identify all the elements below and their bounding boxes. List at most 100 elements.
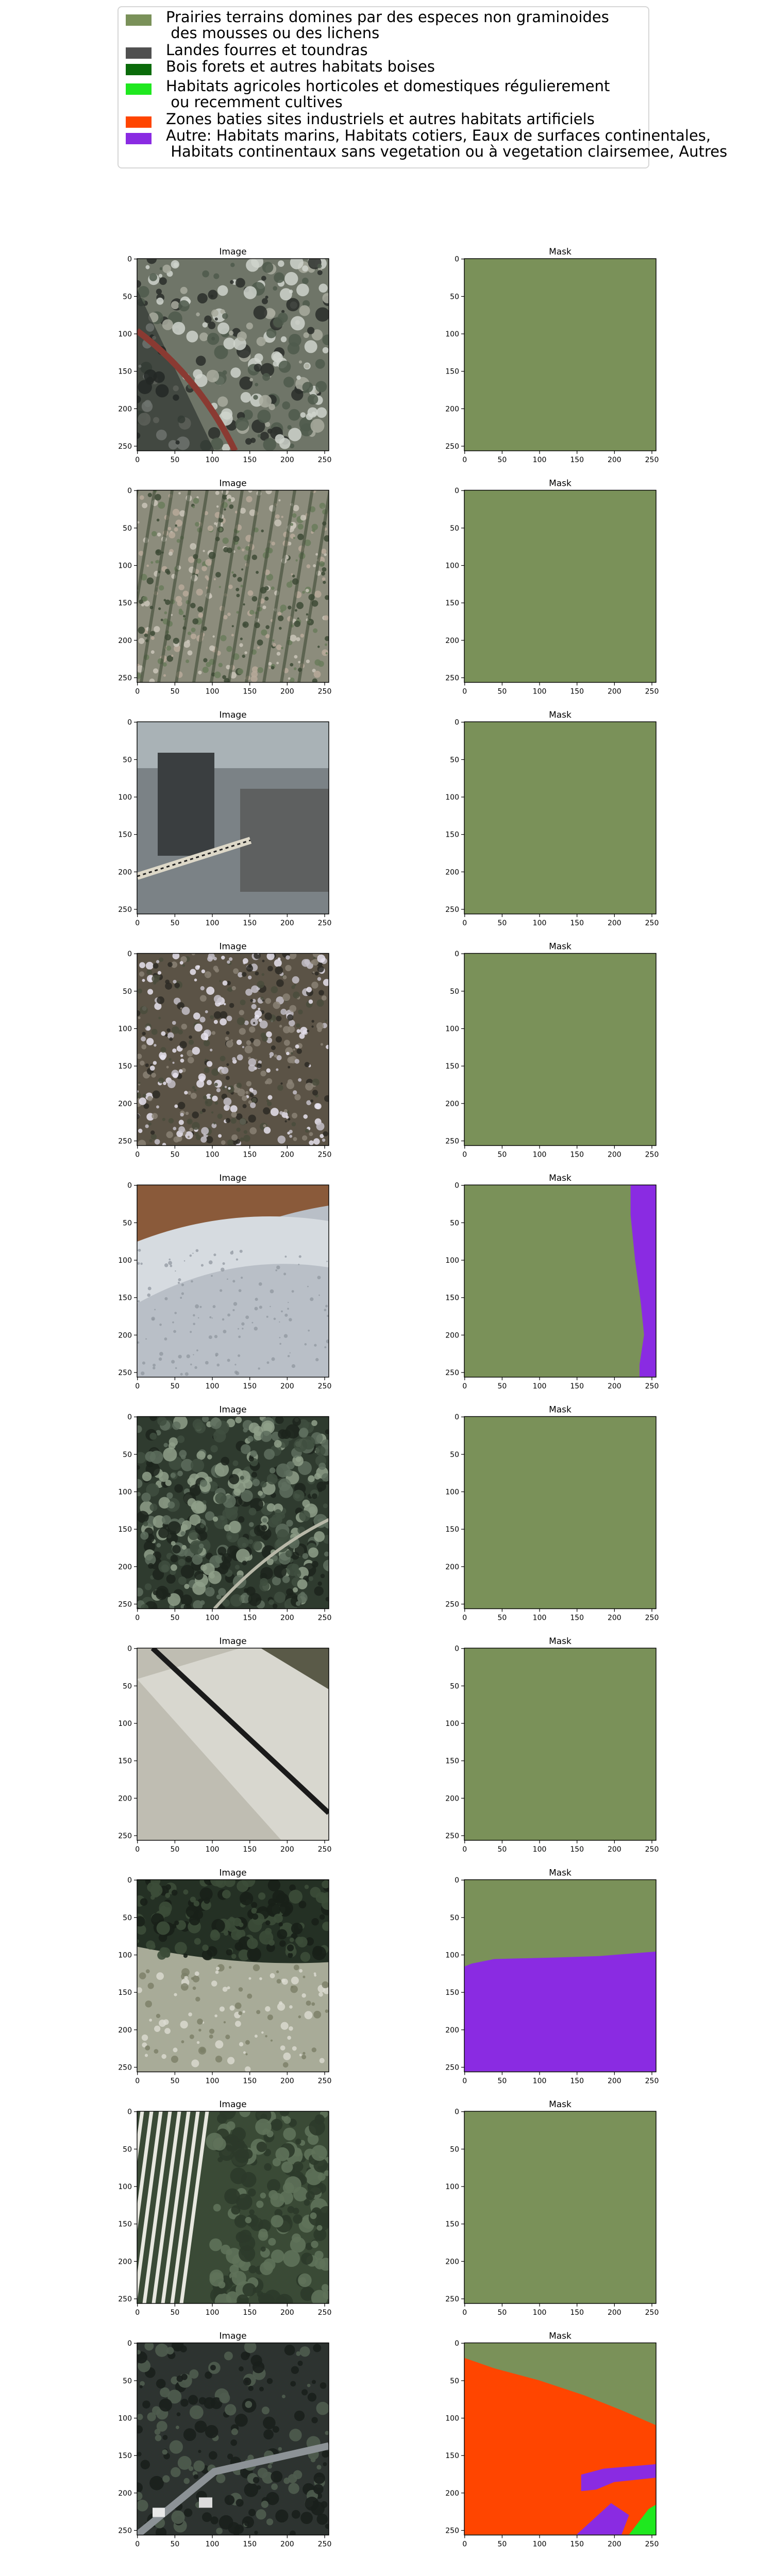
image-panel: Image 0 0 50 50 100 100 150 150 200 200 250 250: [118, 1868, 331, 2086]
x-tick-label: 150: [243, 919, 257, 927]
image-panel: Image 0 0 50 50 100 100 150 150 200 200 250 250: [118, 247, 332, 464]
y-tick-label: 50: [450, 293, 459, 301]
y-tick-label: 200: [118, 1331, 132, 1340]
mask-title: Mask: [549, 942, 572, 952]
x-tick-label: 100: [206, 1151, 220, 1159]
mask-region-prairies: [464, 722, 656, 914]
y-tick-label: 100: [118, 1488, 132, 1497]
mask-title: Mask: [549, 710, 572, 720]
y-tick-label: 100: [445, 562, 459, 570]
x-tick-label: 200: [608, 2077, 621, 2086]
y-tick-label: 200: [445, 1100, 459, 1108]
x-tick-label: 200: [280, 1382, 294, 1391]
x-tick-label: 250: [318, 1382, 332, 1391]
x-tick-label: 100: [206, 2309, 220, 2317]
image-panel: Image 0 0 50 50 100 100 150 150 200 200 250 250: [118, 1173, 331, 1391]
x-tick-label: 150: [243, 1382, 257, 1391]
x-tick-label: 0: [135, 1382, 140, 1391]
y-tick-label: 150: [445, 1989, 459, 1997]
x-tick-label: 100: [206, 456, 220, 464]
x-tick-label: 150: [570, 2077, 584, 2086]
legend-swatch: [126, 47, 152, 59]
x-tick-label: 150: [243, 1614, 257, 1622]
satellite-image: [137, 1416, 329, 1609]
mask-image: [464, 259, 656, 451]
x-tick-label: 200: [280, 2540, 294, 2549]
mask-title: Mask: [549, 2099, 572, 2110]
x-tick-label: 100: [206, 2540, 220, 2549]
x-tick-label: 200: [608, 1845, 621, 1854]
mask-panel: Mask 0 0 50 50 100 100 150 150 200 200 250 250: [445, 1636, 659, 1854]
mask-image: [464, 1879, 656, 2072]
mask-panel: Mask 0 0 50 50 100 100 150 150 200 200 250 250: [445, 479, 659, 696]
image-frame: [137, 489, 329, 683]
y-tick-label: 200: [118, 1100, 132, 1108]
x-tick-label: 100: [206, 688, 220, 696]
x-tick-label: 150: [570, 919, 584, 927]
image-panel: Image 0 0 50 50 100 100 150 150 200 200 250 250: [118, 479, 331, 696]
mask-region-prairies: [464, 259, 656, 451]
satellite-image: [137, 2343, 329, 2535]
x-tick-label: 200: [280, 456, 294, 464]
y-tick-label: 200: [445, 405, 459, 413]
y-tick-label: 250: [118, 1601, 132, 1609]
mask-region-prairies: [464, 1185, 656, 1377]
x-tick-label: 0: [135, 1151, 140, 1159]
x-tick-label: 250: [318, 2540, 332, 2549]
x-tick-label: 100: [533, 2077, 547, 2086]
legend-swatch: [126, 14, 152, 26]
y-tick-label: 50: [123, 988, 132, 996]
mask-image: [464, 490, 656, 683]
y-tick-label: 150: [445, 831, 459, 839]
y-tick-label: 0: [127, 950, 132, 958]
y-tick-label: 200: [445, 2258, 459, 2266]
y-tick-label: 100: [118, 562, 132, 570]
y-tick-label: 100: [118, 330, 132, 338]
image-frame: [137, 2111, 329, 2304]
mask-panel: Mask 0 0 50 50 100 100 150 150 200 200 250 250: [445, 2331, 659, 2549]
x-tick-label: 100: [206, 2077, 220, 2086]
y-tick-label: 0: [455, 2108, 459, 2116]
y-tick-label: 200: [445, 637, 459, 645]
x-tick-label: 100: [533, 1382, 547, 1391]
mask-frame: [464, 721, 657, 914]
x-tick-label: 50: [497, 1614, 507, 1622]
y-tick-label: 250: [445, 906, 459, 914]
x-tick-label: 0: [135, 2077, 140, 2086]
mask-image: [464, 1416, 656, 1609]
x-tick-label: 0: [462, 1382, 467, 1391]
x-tick-label: 200: [608, 688, 621, 696]
x-tick-label: 250: [318, 1151, 332, 1159]
x-tick-label: 150: [243, 2077, 257, 2086]
image-panel: Image 0 0 50 50 100 100 150 150 200 200 250 250: [118, 2099, 331, 2317]
mask-region-autre: [577, 2503, 629, 2535]
x-tick-label: 250: [318, 456, 332, 464]
x-tick-label: 100: [533, 456, 547, 464]
y-tick-label: 100: [445, 1257, 459, 1265]
y-tick-label: 0: [455, 2340, 459, 2348]
y-tick-label: 100: [118, 1025, 132, 1033]
y-tick-label: 50: [123, 293, 132, 301]
y-tick-label: 150: [445, 1294, 459, 1302]
y-tick-label: 0: [127, 1413, 132, 1421]
x-tick-label: 0: [135, 1614, 140, 1622]
x-tick-label: 250: [645, 2077, 659, 2086]
x-tick-label: 250: [645, 688, 659, 696]
y-tick-label: 100: [445, 1720, 459, 1728]
image-title: Image: [219, 1636, 246, 1647]
y-tick-label: 0: [455, 1413, 459, 1421]
y-tick-label: 200: [118, 2258, 132, 2266]
x-tick-label: 50: [170, 2309, 179, 2317]
image-title: Image: [219, 1868, 246, 1878]
y-tick-label: 50: [450, 1219, 459, 1227]
mask-region-agricole: [629, 2504, 656, 2535]
y-tick-label: 200: [445, 1331, 459, 1340]
x-tick-label: 150: [243, 2309, 257, 2317]
y-tick-label: 200: [118, 1563, 132, 1571]
y-tick-label: 0: [127, 2340, 132, 2348]
satellite-image: [137, 490, 329, 683]
y-tick-label: 100: [118, 1720, 132, 1728]
y-tick-label: 150: [118, 599, 132, 607]
legend-box: Prairies terrains domines par des espece…: [117, 6, 727, 168]
mask-image: [464, 2111, 656, 2303]
